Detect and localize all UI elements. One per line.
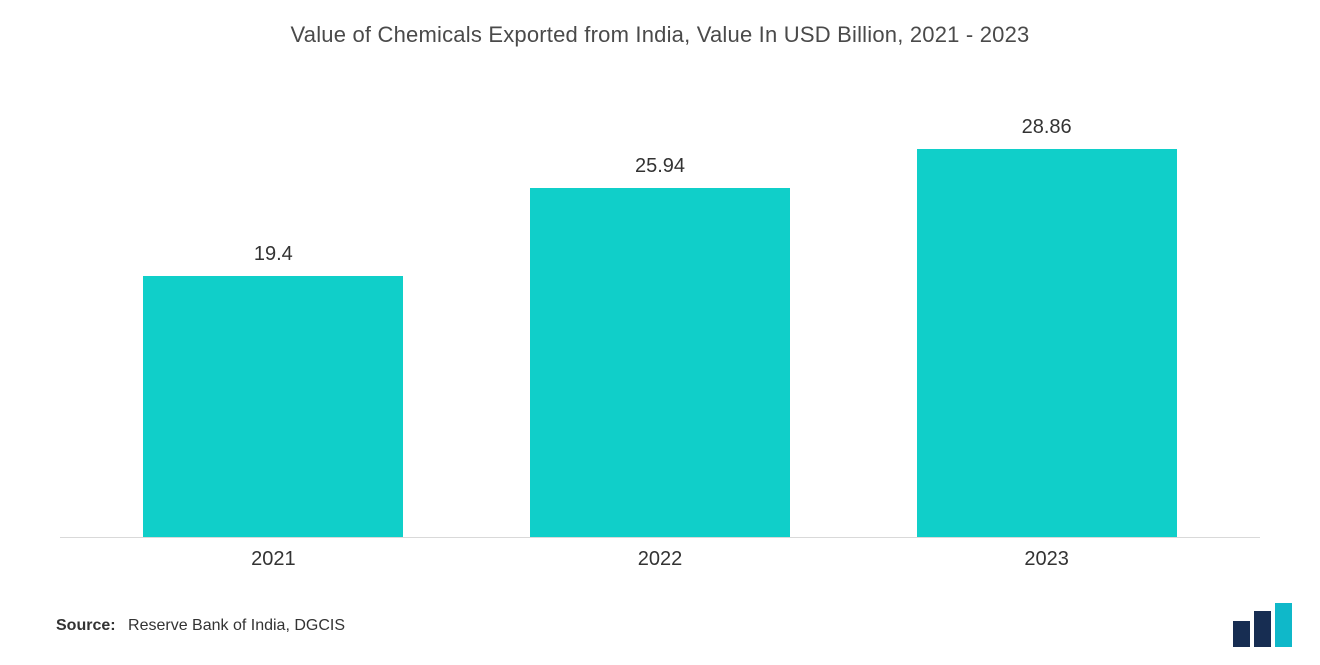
value-label: 25.94 [635,155,685,178]
chart-title: Value of Chemicals Exported from India, … [0,0,1320,48]
chart-plot-area: 19.4 25.94 28.86 [60,108,1260,538]
x-label: 2021 [133,548,413,571]
bar-group: 19.4 [133,243,413,537]
bar [917,149,1177,537]
bar [143,276,403,537]
source-text: Reserve Bank of India, DGCIS [128,617,345,634]
value-label: 28.86 [1022,116,1072,139]
bar-group: 28.86 [907,116,1187,537]
source-line: Source: Reserve Bank of India, DGCIS [56,617,345,635]
source-prefix: Source: [56,617,116,634]
brand-logo-icon [1222,603,1292,647]
bar [530,188,790,537]
bars-container: 19.4 25.94 28.86 [60,108,1260,537]
x-label: 2022 [520,548,800,571]
x-axis-labels: 2021 2022 2023 [60,548,1260,571]
bar-group: 25.94 [520,155,800,537]
x-label: 2023 [907,548,1187,571]
value-label: 19.4 [254,243,293,266]
